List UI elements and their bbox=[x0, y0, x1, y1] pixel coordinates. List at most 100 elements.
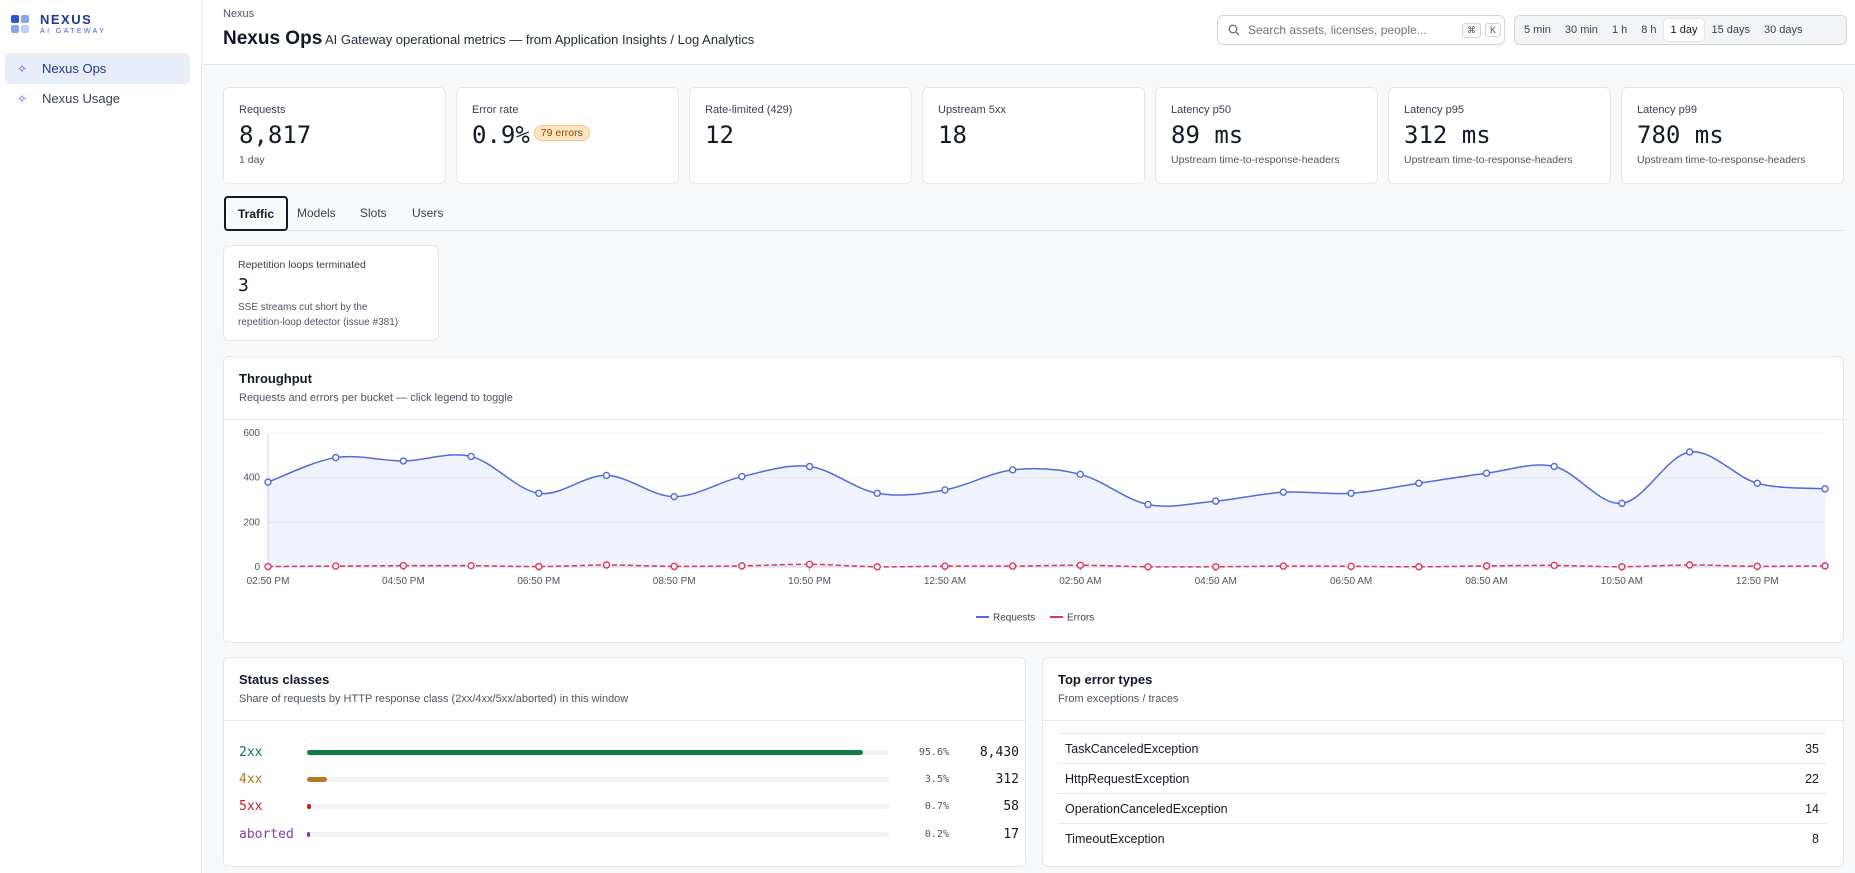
status-pct: 0.2% bbox=[924, 828, 949, 840]
error-type-count: 14 bbox=[1805, 801, 1819, 816]
x-tick-label: 12:50 PM bbox=[1736, 576, 1779, 587]
status-count: 312 bbox=[995, 771, 1019, 787]
errors-point bbox=[1482, 562, 1491, 570]
sparkle-icon: ✧ bbox=[16, 91, 28, 106]
brand-tagline: AI GATEWAY bbox=[40, 28, 107, 35]
logo-icon bbox=[11, 14, 31, 35]
error-type-row[interactable]: HttpRequestException 22 bbox=[1058, 763, 1826, 793]
top-errors-title: Top error types bbox=[1058, 672, 1153, 687]
status-bar-fill bbox=[307, 803, 312, 809]
sidebar-item-nexus-usage[interactable]: ✧ Nexus Usage bbox=[5, 83, 190, 114]
status-class-name: aborted bbox=[239, 826, 294, 842]
search-input[interactable] bbox=[1248, 23, 1458, 37]
error-type-count: 35 bbox=[1805, 741, 1819, 756]
kpi-value-wrap: 0.9% 79 errors bbox=[472, 121, 590, 149]
range-15days[interactable]: 15 days bbox=[1711, 24, 1750, 36]
x-tick-label: 06:50 PM bbox=[517, 576, 560, 587]
y-tick-label: 600 bbox=[243, 428, 260, 439]
requests-point bbox=[670, 492, 678, 501]
range-5min[interactable]: 5 min bbox=[1524, 24, 1551, 36]
kpi-card-upstream-5xx: Upstream 5xx 18 bbox=[922, 87, 1145, 184]
error-type-name: HttpRequestException bbox=[1065, 771, 1190, 786]
status-count: 58 bbox=[1003, 798, 1019, 814]
kpi-value: 18 bbox=[938, 121, 967, 149]
tab-traffic[interactable]: Traffic bbox=[224, 196, 289, 231]
status-bar-fill bbox=[307, 831, 310, 837]
errors-point bbox=[805, 560, 814, 569]
tab-bar: Traffic Models Slots Users bbox=[223, 196, 1844, 231]
status-pct: 95.6% bbox=[918, 746, 949, 758]
shortcut-mod-key: ⌘ bbox=[1462, 22, 1481, 38]
error-type-count: 22 bbox=[1805, 771, 1819, 786]
kpi-card-latency-p99: Latency p99 780 ms Upstream time-to-resp… bbox=[1621, 87, 1844, 184]
y-tick-label: 400 bbox=[243, 473, 260, 484]
kpi-label: Upstream 5xx bbox=[938, 104, 1006, 116]
kpi-card-error-rate: Error rate 0.9% 79 errors bbox=[456, 87, 679, 184]
status-pct: 3.5% bbox=[924, 773, 949, 785]
kpi-label: Requests bbox=[239, 104, 286, 116]
requests-point bbox=[1550, 462, 1558, 471]
page-subtitle: AI Gateway operational metrics — from Ap… bbox=[325, 32, 755, 47]
legend-item-errors[interactable]: Errors bbox=[1050, 613, 1094, 624]
throughput-subtitle: Requests and errors per bucket — click l… bbox=[239, 392, 513, 404]
status-pct: 0.7% bbox=[924, 800, 949, 812]
kpi-note: Upstream time-to-response-headers bbox=[1637, 154, 1806, 166]
kpi-label: Latency p95 bbox=[1404, 104, 1464, 116]
sidebar-item-nexus-ops[interactable]: ✧ Nexus Ops bbox=[5, 53, 190, 84]
error-type-row[interactable]: OperationCanceledException 14 bbox=[1058, 793, 1826, 823]
x-tick-label: 10:50 AM bbox=[1601, 576, 1643, 587]
error-type-name: TimeoutException bbox=[1065, 831, 1165, 846]
x-tick-label: 02:50 PM bbox=[247, 576, 290, 587]
errors-point bbox=[1212, 563, 1220, 571]
tab-models[interactable]: Models bbox=[297, 206, 336, 220]
requests-point bbox=[738, 472, 746, 481]
x-tick-label: 04:50 AM bbox=[1195, 576, 1237, 587]
errors-point bbox=[467, 561, 475, 570]
requests-point bbox=[1212, 497, 1220, 505]
range-1day[interactable]: 1 day bbox=[1663, 19, 1705, 41]
status-count: 17 bbox=[1003, 826, 1019, 842]
sidebar: NEXUS AI GATEWAY ✧ Nexus Ops ✧ Nexus Usa… bbox=[0, 0, 202, 873]
x-tick-label: 10:50 PM bbox=[788, 576, 831, 587]
requests-point bbox=[1618, 499, 1626, 508]
tab-slots[interactable]: Slots bbox=[360, 206, 387, 220]
error-type-count: 8 bbox=[1812, 831, 1819, 846]
errors-point bbox=[1008, 562, 1017, 570]
kpi-card-latency-p50: Latency p50 89 ms Upstream time-to-respo… bbox=[1155, 87, 1378, 184]
requests-point bbox=[1821, 485, 1829, 493]
kpi-note: Upstream time-to-response-headers bbox=[1404, 154, 1573, 166]
requests-point bbox=[1008, 466, 1017, 474]
range-30days[interactable]: 30 days bbox=[1763, 24, 1803, 36]
tab-users[interactable]: Users bbox=[412, 206, 444, 220]
requests-point bbox=[331, 453, 340, 462]
requests-point bbox=[1753, 479, 1762, 487]
requests-point bbox=[873, 489, 881, 498]
status-classes-subtitle: Share of requests by HTTP response class… bbox=[239, 693, 629, 705]
brand-logo[interactable]: NEXUS AI GATEWAY bbox=[11, 13, 106, 36]
error-type-row[interactable]: TimeoutException 8 bbox=[1058, 823, 1826, 853]
errors-point bbox=[535, 562, 543, 571]
throughput-title: Throughput bbox=[239, 371, 312, 386]
requests-point bbox=[467, 452, 475, 461]
error-type-row[interactable]: TaskCanceledException 35 bbox=[1058, 733, 1826, 763]
errors-point bbox=[738, 562, 746, 570]
errors-point bbox=[1618, 563, 1626, 571]
kpi-note: 1 day bbox=[239, 154, 265, 166]
errors-point bbox=[602, 561, 611, 569]
errors-point bbox=[1347, 562, 1355, 571]
search-box[interactable]: ⌘ K bbox=[1217, 15, 1505, 45]
y-tick-label: 200 bbox=[243, 517, 260, 528]
status-class-name: 5xx bbox=[239, 798, 263, 814]
errors-point bbox=[1821, 562, 1829, 570]
status-class-name: 4xx bbox=[239, 771, 263, 787]
requests-point bbox=[1347, 489, 1355, 498]
breadcrumb[interactable]: Nexus bbox=[223, 8, 255, 20]
requests-area bbox=[268, 451, 1825, 567]
x-tick-label: 08:50 AM bbox=[1465, 576, 1507, 587]
range-8h[interactable]: 8 h bbox=[1641, 24, 1657, 36]
range-30min[interactable]: 30 min bbox=[1564, 24, 1598, 36]
status-row-aborted: aborted 0.2% 17 bbox=[239, 824, 1019, 844]
status-bar-fill bbox=[307, 749, 864, 755]
range-1h[interactable]: 1 h bbox=[1611, 24, 1628, 36]
legend-item-requests[interactable]: Requests bbox=[976, 613, 1035, 624]
